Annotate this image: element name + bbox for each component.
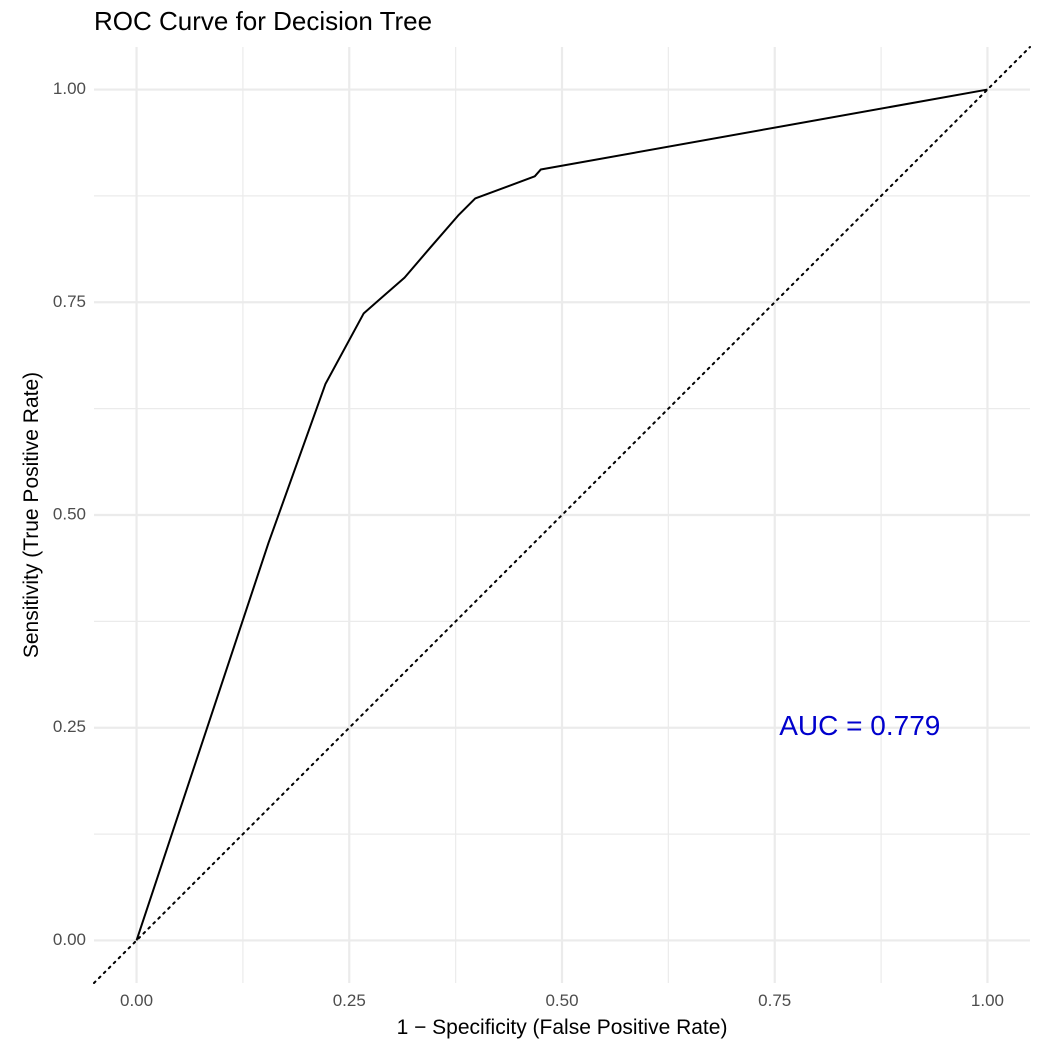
tick-layer: 0.00 0.25 0.50 0.75 1.00 0.00 0.25 0.50 0.75 1.00 (53, 79, 1004, 1010)
chart-title: ROC Curve for Decision Tree (94, 6, 432, 36)
x-tick-label: 0.75 (758, 991, 791, 1010)
grid-layer (94, 47, 1030, 983)
roc-curve-line (135, 88, 988, 941)
y-tick-label: 0.00 (53, 930, 86, 949)
y-tick-label: 0.25 (53, 717, 86, 736)
y-tick-label: 0.75 (53, 292, 86, 311)
x-tick-label: 0.00 (120, 991, 153, 1010)
y-tick-label: 0.50 (53, 504, 86, 523)
series-layer (93, 46, 1031, 984)
x-axis-title: 1 − Specificity (False Positive Rate) (397, 1016, 728, 1039)
x-tick-label: 0.25 (333, 991, 366, 1010)
annotation-layer: AUC = 0.779 (779, 710, 940, 741)
x-tick-label: 1.00 (971, 991, 1004, 1010)
y-tick-label: 1.00 (53, 79, 86, 98)
x-tick-label: 0.50 (545, 991, 578, 1010)
auc-annotation: AUC = 0.779 (779, 710, 940, 741)
y-axis-title: Sensitivity (True Positive Rate) (20, 372, 43, 658)
